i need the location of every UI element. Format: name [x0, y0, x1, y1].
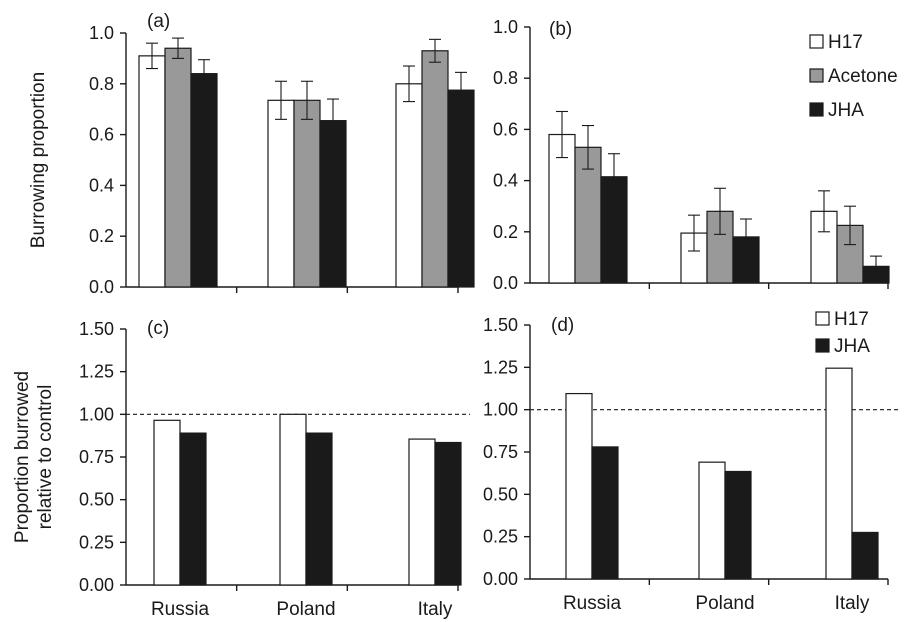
y-tick-label: 0.25 — [79, 532, 114, 552]
y-tick-label: 0.00 — [79, 575, 114, 595]
y-tick-label: 0.4 — [89, 175, 114, 195]
legend-swatch — [815, 311, 830, 326]
y-tick-label: 1.50 — [483, 315, 518, 335]
x-category-label: Italy — [835, 593, 870, 614]
legend-label: Acetone — [828, 66, 898, 87]
y-tick-label: 0.75 — [79, 447, 114, 467]
bar-h17-italy — [408, 438, 436, 586]
x-category-label: Poland — [276, 599, 335, 620]
x-category-label: Russia — [563, 593, 622, 614]
bar-jha-poland — [319, 120, 347, 288]
bar-h17-poland — [279, 413, 307, 586]
legend-swatch — [809, 68, 824, 83]
y-tick-label: 0.6 — [89, 125, 114, 145]
y-tick-label: 1.25 — [483, 357, 518, 377]
bar-h17-italy — [825, 367, 853, 580]
y-tick-label: 0.8 — [493, 68, 518, 88]
y-tick-label: 0.00 — [483, 569, 518, 589]
panel-label: (c) — [147, 318, 169, 339]
bar-jha-italy — [447, 89, 475, 288]
chart-panel-c: 0.00 0.25 0.50 0.75 1.00 1.25 1.50 Russia Poland… — [12, 318, 470, 620]
bar-acetone-italy — [421, 50, 449, 288]
legend-label: JHA — [834, 336, 870, 357]
bar-h17-poland — [698, 461, 726, 580]
y-tick-label: 0.50 — [79, 490, 114, 510]
bar-h17-russia — [153, 419, 181, 586]
bar-jha-russia — [190, 73, 218, 288]
y-tick-label: 0.75 — [483, 442, 518, 462]
bar-h17-russia — [548, 133, 576, 284]
legend-label: H17 — [828, 32, 863, 53]
y-tick-label: 0.6 — [493, 119, 518, 139]
bar-jha-italy — [434, 441, 462, 586]
chart-panel-b: 0.0 0.2 0.4 0.6 0.8 1.0 (b) H17 Acetone JHA — [493, 17, 898, 293]
x-category-label: Russia — [151, 599, 210, 620]
bar-jha-russia — [179, 432, 207, 586]
y-tick-label: 0.4 — [493, 171, 518, 191]
y-tick-label: 0.25 — [483, 527, 518, 547]
legend-swatch — [815, 338, 830, 353]
y-tick-label: 1.00 — [483, 400, 518, 420]
panel-label: (b) — [549, 19, 572, 40]
bar-jha-russia — [591, 446, 619, 580]
y-axis-title: Burrowing proportion — [28, 72, 49, 248]
bar-acetone-russia — [164, 47, 192, 288]
y-tick-label: 0.50 — [483, 484, 518, 504]
y-tick-label: 1.50 — [79, 319, 114, 339]
panel-label: (d) — [551, 315, 574, 336]
bar-h17-russia — [565, 392, 593, 580]
chart-panel-a: 0.0 0.2 0.4 0.6 0.8 1.0 (a) Burrowing proportio… — [28, 11, 475, 297]
y-tick-label: 1.0 — [493, 17, 518, 37]
bar-jha-poland — [305, 432, 333, 586]
y-tick-label: 0.0 — [493, 273, 518, 293]
bar-jha-italy — [851, 531, 879, 580]
legend-label: H17 — [834, 309, 869, 330]
bar-h17-russia — [138, 55, 166, 288]
legend-swatch — [809, 34, 824, 49]
bar-h17-italy — [395, 83, 423, 288]
bar-acetone-poland — [293, 99, 321, 288]
y-tick-label: 0.2 — [493, 222, 518, 242]
x-category-label: Poland — [695, 593, 754, 614]
y-tick-label: 1.25 — [79, 362, 114, 382]
y-tick-label: 0.8 — [89, 74, 114, 94]
y-tick-label: 0.2 — [89, 226, 114, 246]
bar-jha-poland — [724, 470, 752, 580]
y-tick-label: 1.00 — [79, 404, 114, 424]
y-axis-title: Proportion burrowed — [12, 371, 33, 543]
chart-panel-d: 0.00 0.25 0.50 0.75 1.00 1.25 1.50 Russia Poland… — [483, 309, 900, 614]
x-category-label: Italy — [418, 599, 453, 620]
y-axis-title: relative to control — [35, 385, 56, 530]
panel-label: (a) — [147, 11, 170, 32]
y-tick-label: 1.0 — [89, 23, 114, 43]
legend-swatch — [809, 102, 824, 117]
bar-h17-poland — [267, 99, 295, 288]
legend-label: JHA — [828, 100, 864, 121]
y-tick-label: 0.0 — [89, 277, 114, 297]
